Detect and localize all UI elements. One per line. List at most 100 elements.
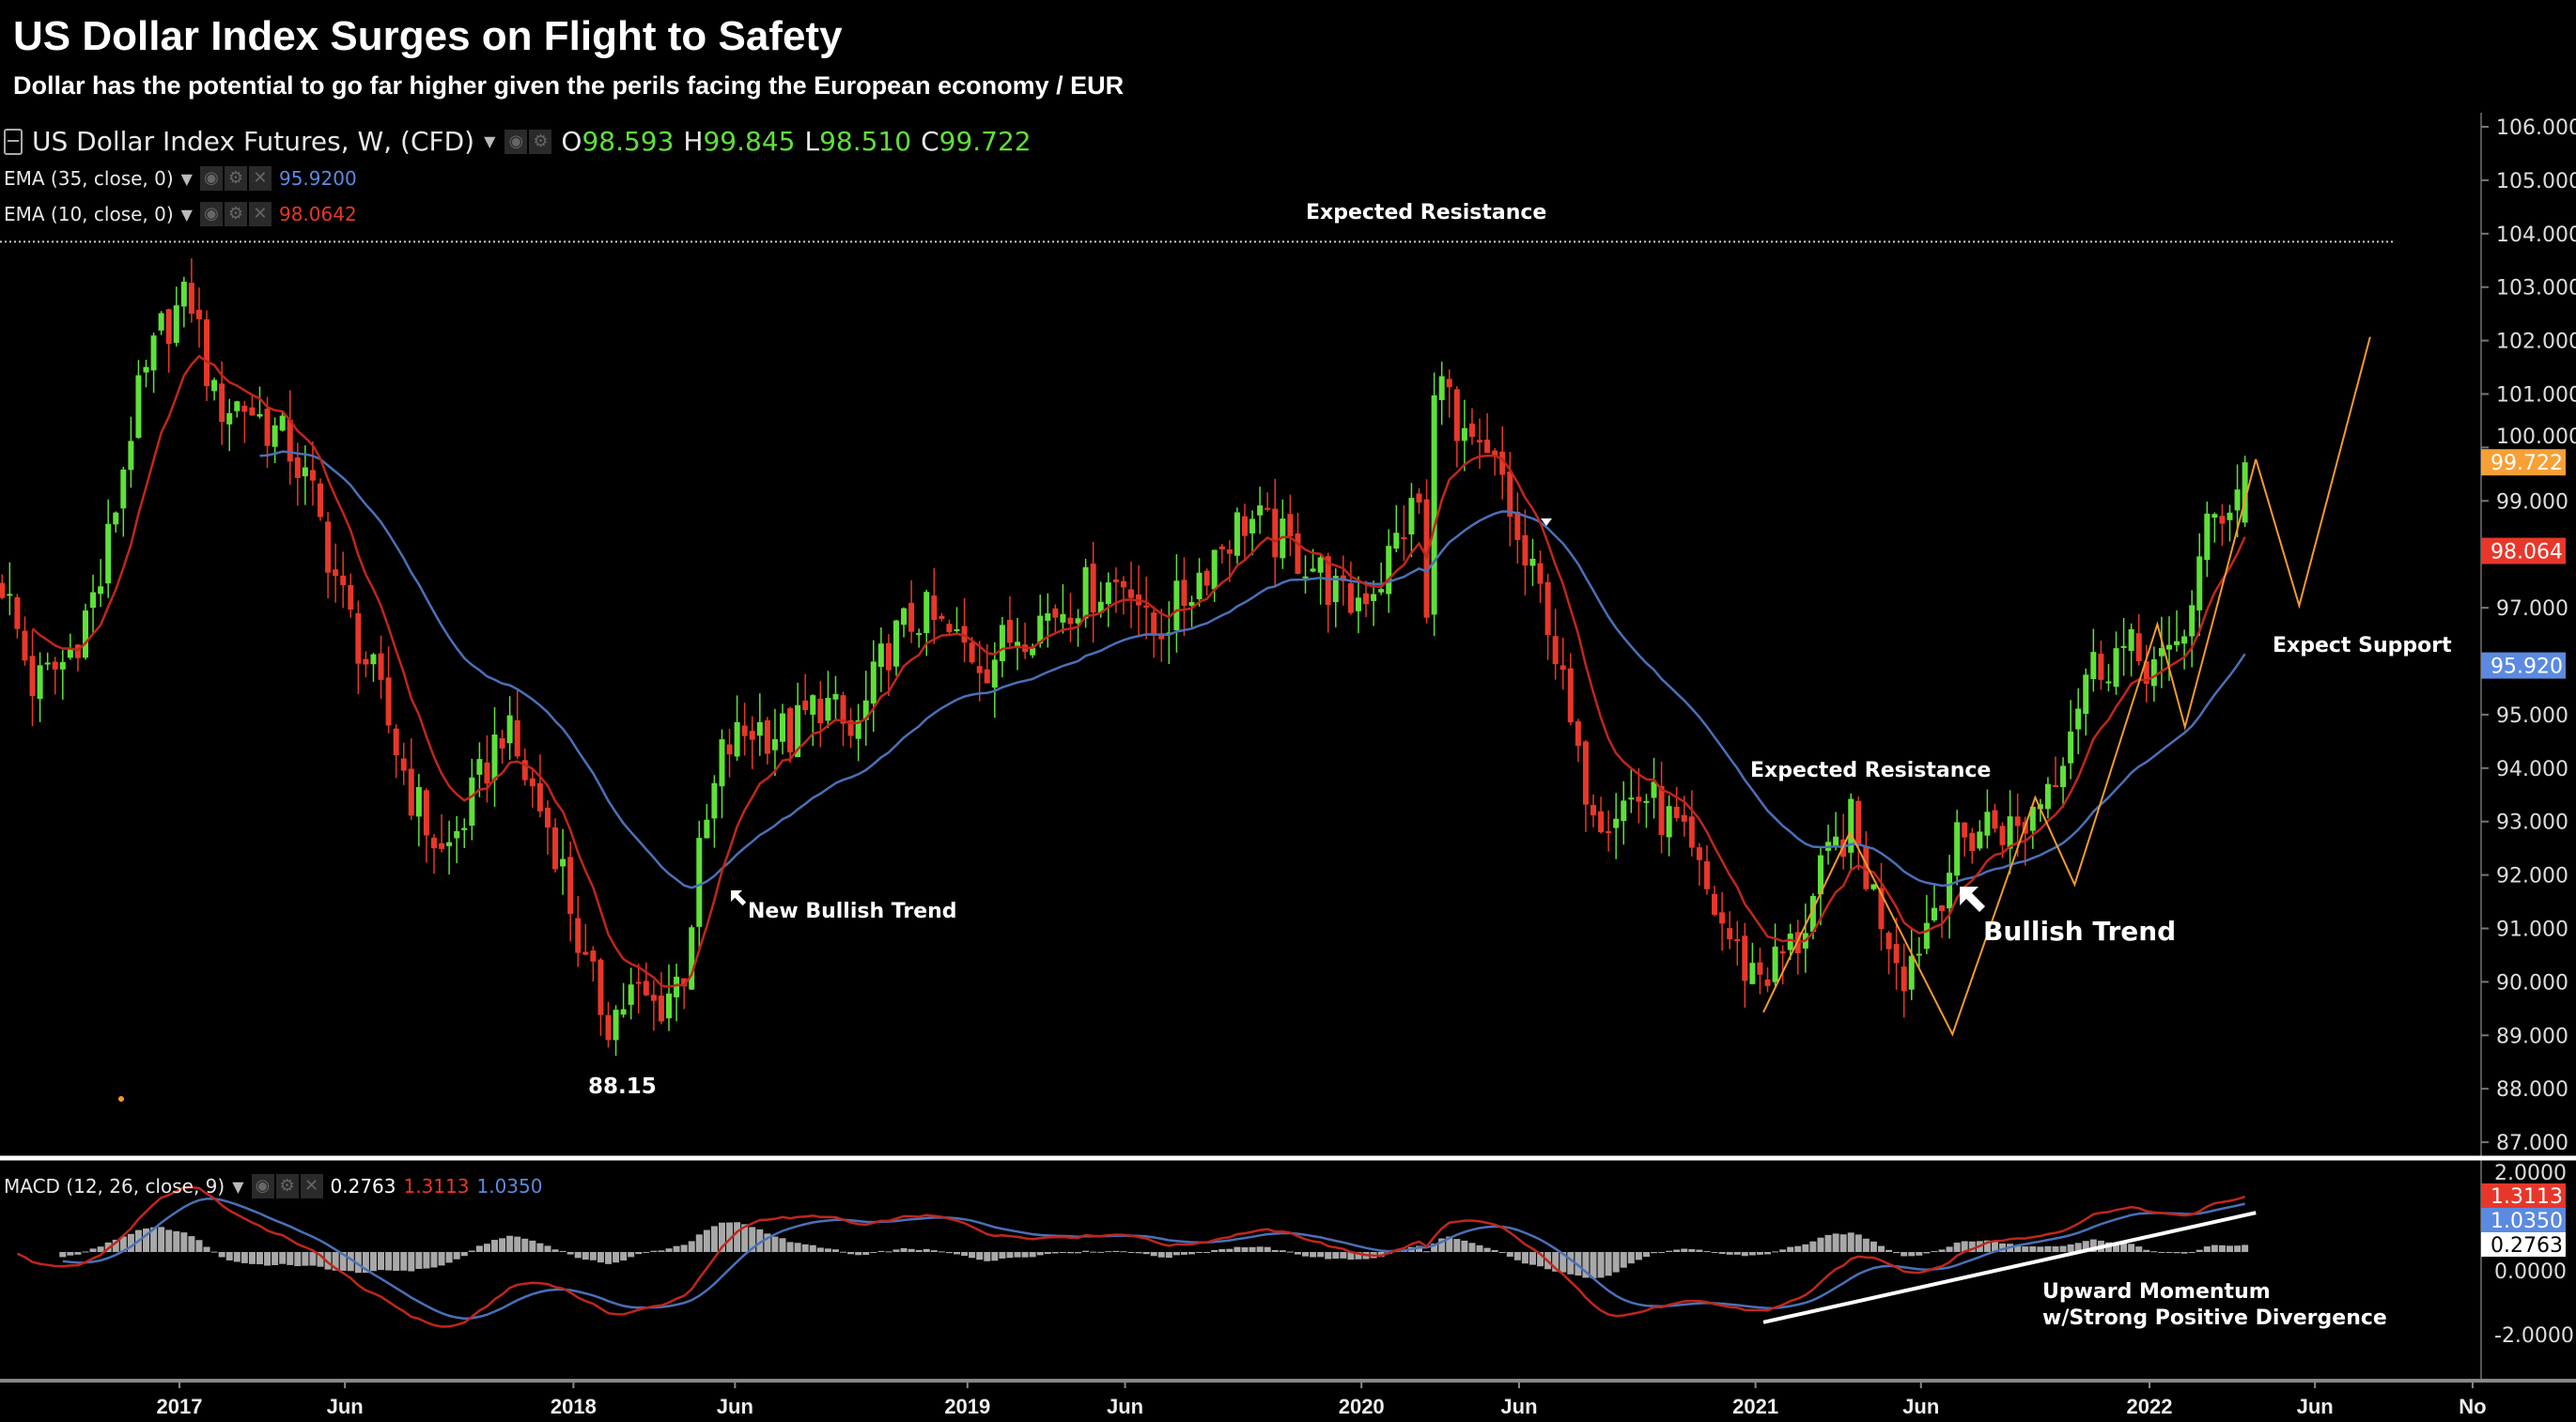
candle-body <box>1742 935 1748 981</box>
macd-histogram-bar <box>1302 1252 1310 1257</box>
chevron-down-icon[interactable]: ▼ <box>180 169 193 188</box>
macd-histogram-bar <box>529 1240 536 1252</box>
close-icon[interactable]: ✕ <box>300 1174 323 1198</box>
candle-body <box>1211 549 1218 590</box>
candle-body <box>1908 955 1915 990</box>
close-icon[interactable]: ✕ <box>248 166 272 191</box>
candle <box>810 694 816 747</box>
macd-histogram-bar <box>1953 1243 1961 1252</box>
gear-icon[interactable]: ⚙ <box>224 166 247 191</box>
chevron-down-icon[interactable]: ▼ <box>484 132 496 150</box>
collapse-icon[interactable] <box>4 128 23 155</box>
candle-body <box>840 695 846 724</box>
macd-histogram-bar <box>445 1252 453 1263</box>
chevron-down-icon[interactable]: ▼ <box>180 205 193 224</box>
macd-histogram-bar <box>589 1252 597 1260</box>
ema35-value: 95.9200 <box>278 167 357 190</box>
candle <box>749 716 755 769</box>
macd-histogram-bar <box>710 1226 718 1252</box>
y-tick-label: 93.000 <box>2496 811 2568 835</box>
ema10-label[interactable]: EMA (10, close, 0) <box>4 203 174 225</box>
candle-body <box>249 407 256 416</box>
eye-icon[interactable]: ◉ <box>251 1174 274 1198</box>
macd-histogram-bar <box>218 1252 225 1258</box>
macd-y-tick-label: 0.0000 <box>2494 1260 2567 1284</box>
candle <box>22 616 28 666</box>
candle <box>1128 561 1135 628</box>
candle-body <box>1992 810 1998 829</box>
gear-icon[interactable]: ⚙ <box>529 129 552 154</box>
candle-body <box>628 984 634 1005</box>
macd-histogram-bar <box>2067 1244 2074 1252</box>
macd-histogram-bar <box>1135 1252 1142 1254</box>
candle <box>1393 504 1400 552</box>
macd-histogram-bar <box>430 1252 438 1268</box>
candle-body <box>1401 536 1407 539</box>
candle <box>613 1005 619 1057</box>
candle-body <box>771 739 778 750</box>
macd-histogram-bar <box>786 1242 794 1252</box>
candle <box>2029 804 2036 849</box>
candle <box>454 815 460 864</box>
macd-histogram-bar <box>408 1252 415 1272</box>
candle-body <box>1310 568 1316 572</box>
macd-histogram-bar <box>347 1252 354 1272</box>
macd-label[interactable]: MACD (12, 26, close, 9) <box>4 1175 225 1198</box>
chevron-down-icon[interactable]: ▼ <box>232 1177 244 1196</box>
candle-body <box>461 827 468 830</box>
macd-histogram-bar <box>1696 1249 1703 1252</box>
candle-body <box>877 643 884 668</box>
macd-histogram-bar <box>59 1252 67 1258</box>
candle <box>1712 885 1718 917</box>
macd-histogram-bar <box>1711 1252 1718 1253</box>
candle <box>908 580 915 643</box>
candle <box>1037 595 1044 648</box>
candle-body <box>1499 451 1506 475</box>
macd-label: 0.2763 <box>2491 1234 2563 1258</box>
candle <box>279 411 286 432</box>
candle-body <box>1203 570 1210 586</box>
candle <box>590 946 597 982</box>
candle <box>1817 846 1823 925</box>
macd-histogram-bar <box>695 1234 703 1252</box>
macd-histogram-bar <box>2180 1252 2188 1254</box>
macd-histogram-bar <box>1241 1247 1249 1252</box>
gear-icon[interactable]: ⚙ <box>224 202 247 226</box>
macd-histogram-bar <box>1513 1252 1521 1260</box>
candle <box>1696 842 1702 887</box>
macd-histogram-bar <box>847 1252 855 1255</box>
macd-histogram-bar <box>1340 1252 1347 1259</box>
macd-histogram-bar <box>438 1252 445 1266</box>
macd-histogram-bar <box>566 1252 574 1255</box>
candle <box>1764 966 1771 993</box>
y-tick-label: 95.000 <box>2496 704 2568 728</box>
gear-icon[interactable]: ⚙ <box>275 1174 299 1198</box>
macd-histogram-bar <box>354 1252 362 1274</box>
candle <box>2143 644 2149 703</box>
price-label: 95.920 <box>2491 656 2563 679</box>
candle-body <box>1347 582 1354 613</box>
eye-icon[interactable]: ◉ <box>199 202 223 226</box>
macd-y-tick-label: -2.0000 <box>2494 1324 2574 1348</box>
y-tick-label: 104.000 <box>2496 224 2576 247</box>
symbol-name[interactable]: US Dollar Index Futures, W, (CFD) <box>32 126 475 157</box>
macd-histogram-bar <box>1839 1234 1847 1252</box>
candle <box>309 441 316 506</box>
projection-2021-line <box>1762 458 2258 1037</box>
candle <box>1560 637 1566 690</box>
candle-body <box>1643 800 1650 803</box>
macd-histogram-bar <box>1877 1245 1885 1252</box>
candle <box>1272 478 1279 586</box>
close-icon[interactable]: ✕ <box>248 202 272 226</box>
ema35-label[interactable]: EMA (35, close, 0) <box>4 167 174 190</box>
macd-histogram-bar <box>628 1252 635 1258</box>
x-tick-label: 2022 <box>2127 1395 2173 1418</box>
candle-body <box>726 744 733 755</box>
macd-histogram-bar <box>158 1227 165 1252</box>
eye-icon[interactable]: ◉ <box>504 129 528 154</box>
eye-icon[interactable]: ◉ <box>199 166 223 191</box>
candle-body <box>984 669 990 684</box>
candle <box>976 641 983 702</box>
macd-histogram-bar <box>82 1251 89 1253</box>
